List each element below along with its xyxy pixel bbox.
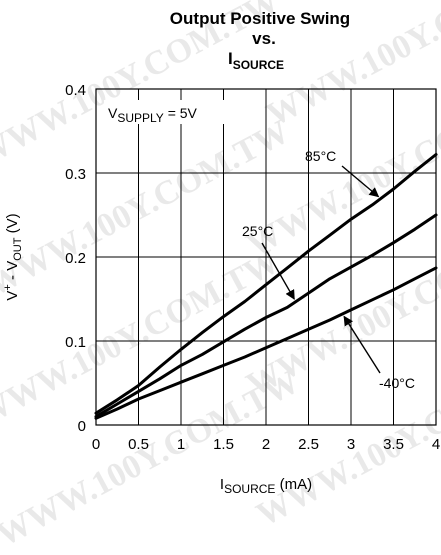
x-tick-label: 4 bbox=[432, 436, 440, 453]
series-line-25c bbox=[94, 213, 438, 419]
annotation-label: 85°C bbox=[305, 148, 336, 164]
y-tick-label: 0.3 bbox=[65, 166, 86, 183]
y-axis-label-sub: OUT bbox=[12, 237, 24, 261]
x-axis-label-main: I bbox=[220, 476, 224, 493]
series-line-85c bbox=[94, 153, 438, 415]
supply-note-bg bbox=[104, 100, 232, 124]
x-tick-label: 3 bbox=[347, 436, 355, 453]
chart-title-line3: ISOURCE bbox=[228, 49, 284, 72]
annotation-arrow bbox=[343, 315, 381, 374]
chart-title-line2: vs. bbox=[252, 29, 276, 48]
x-axis-label-sub: SOURCE bbox=[224, 482, 275, 494]
x-tick-label: 1.5 bbox=[213, 436, 234, 453]
output-swing-chart: Output Positive Swing vs. ISOURCE 0 0.5 1 1… bbox=[2, 9, 440, 494]
annotations: 85°C 25°C -40°C bbox=[242, 148, 415, 391]
y-axis-label-unit: (V) bbox=[4, 213, 21, 237]
x-tick-label: 0 bbox=[92, 436, 100, 453]
x-tick-labels: 0 0.5 1 1.5 2 2.5 3 3.5 4 bbox=[92, 436, 440, 453]
supply-note-rest: = 5V bbox=[164, 105, 198, 121]
y-tick-label: 0.1 bbox=[65, 334, 86, 351]
y-tick-label: 0 bbox=[78, 418, 86, 435]
y-axis-label-sup: + bbox=[2, 284, 14, 290]
annotation-label: 25°C bbox=[242, 223, 273, 239]
x-tick-label: 1 bbox=[177, 436, 185, 453]
y-tick-labels: 0 0.1 0.2 0.3 0.4 bbox=[65, 82, 86, 435]
plot-frame bbox=[95, 88, 437, 426]
y-axis-label-pre: V bbox=[4, 291, 21, 301]
supply-note-main: V bbox=[108, 105, 118, 121]
series-line-40c bbox=[94, 266, 438, 420]
supply-note-sub: SUPPLY bbox=[117, 111, 163, 125]
x-tick-label: 2.5 bbox=[298, 436, 319, 453]
x-tick-label: 0.5 bbox=[128, 436, 149, 453]
y-axis-label: V+ - VOUT (V) bbox=[2, 213, 24, 300]
chart-title-line3-sub: SOURCE bbox=[233, 58, 284, 72]
x-tick-label: 2 bbox=[262, 436, 270, 453]
chart-title-line3-main: I bbox=[228, 49, 233, 68]
x-axis-label: ISOURCE (mA) bbox=[220, 476, 312, 494]
grid bbox=[96, 89, 436, 425]
supply-note: VSUPPLY = 5V bbox=[108, 105, 198, 125]
y-axis-label-mid: - V bbox=[4, 261, 21, 284]
annotation-arrow bbox=[261, 242, 295, 300]
y-tick-label: 0.2 bbox=[65, 250, 86, 267]
series-lines bbox=[94, 153, 438, 420]
y-tick-label: 0.4 bbox=[65, 82, 86, 99]
annotation-arrow bbox=[341, 165, 380, 198]
annotation-label: -40°C bbox=[379, 375, 415, 391]
x-tick-label: 3.5 bbox=[383, 436, 404, 453]
chart-title-line1: Output Positive Swing bbox=[170, 9, 350, 28]
x-axis-label-unit: (mA) bbox=[275, 476, 312, 493]
